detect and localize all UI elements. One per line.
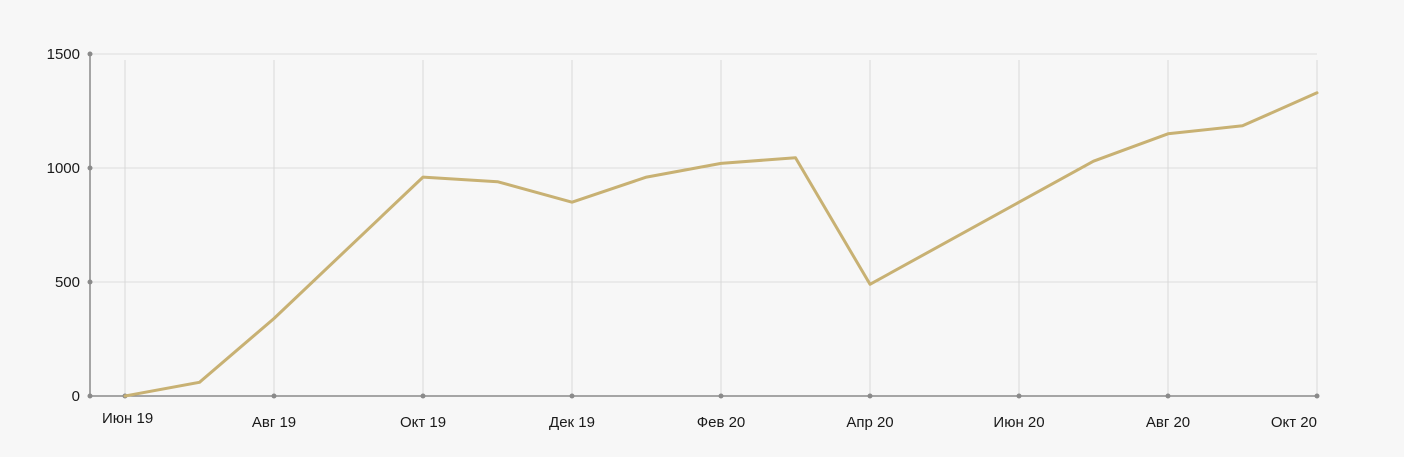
y-tick-label: 0 [72, 388, 80, 405]
x-tick-label: Окт 19 [400, 414, 446, 431]
x-tick-label: Дек 19 [549, 414, 595, 431]
y-tick-label: 500 [55, 274, 80, 291]
y-tick-label: 1000 [47, 160, 80, 177]
x-tick-label: Июн 19 [102, 410, 153, 427]
series-line [123, 91, 1319, 398]
x-tick-label: Авг 19 [252, 414, 296, 431]
x-tick-label: Авг 20 [1146, 414, 1190, 431]
tick-labels: 0 500 1000 1500 Июн 19 Авг 19 Окт 19 Дек 19 Фев … [47, 46, 1317, 431]
y-tick-label: 1500 [47, 46, 80, 63]
grid [90, 53, 1318, 396]
x-tick-label: Апр 20 [846, 414, 893, 431]
x-tick-label: Фев 20 [697, 414, 746, 431]
x-tick-label: Окт 20 [1271, 414, 1317, 431]
x-tick-label: Июн 20 [993, 414, 1044, 431]
axes [87, 51, 1320, 399]
series [123, 91, 1319, 398]
